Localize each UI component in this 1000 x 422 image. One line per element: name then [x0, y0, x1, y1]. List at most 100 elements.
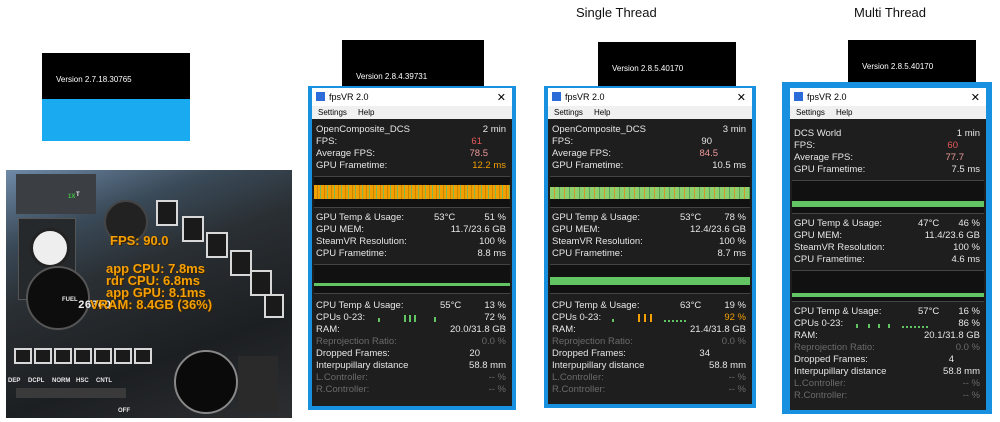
stat-row-dropped: Dropped Frames: 20: [316, 348, 480, 359]
cockpit-screenshot: T 1X FUEL 26800 FPS: 90.0 app CPU: 7.8ms…: [6, 170, 292, 418]
menu-settings[interactable]: Settings: [318, 108, 347, 117]
stat-row-r-controller: R.Controller: -- %: [794, 390, 980, 401]
stat-row-cpus: CPUs 0-23: 86 %: [794, 318, 980, 329]
window-title: fpsVR 2.0: [565, 92, 605, 102]
menubar: Settings Help: [548, 106, 752, 119]
stat-row-r-controller: R.Controller: -- %: [316, 384, 506, 395]
menu-settings[interactable]: Settings: [796, 108, 825, 117]
stat-row-reprojection: Reprojection Ratio: 0.0 %: [552, 336, 746, 347]
menubar: Settings Help: [790, 106, 986, 119]
menu-settings[interactable]: Settings: [554, 108, 583, 117]
stat-row-cpus: CPUs 0-23: 72 %: [316, 312, 506, 323]
titlebar[interactable]: fpsVR 2.0 ✕: [548, 88, 752, 106]
stat-row-l-controller: L.Controller: -- %: [794, 378, 980, 389]
app-icon: [316, 92, 325, 101]
stat-row-ram: RAM: 20.0/31.8 GB: [316, 324, 506, 335]
cpu-frametime-graph: [792, 270, 984, 302]
stat-row-cpus: CPUs 0-23: 92 %: [552, 312, 746, 323]
menu-help[interactable]: Help: [836, 108, 853, 117]
stat-row-gpu-mem: GPU MEM: 11.4/23.6 GB: [794, 230, 980, 241]
stat-row-dropped: Dropped Frames: 34: [552, 348, 710, 359]
app-icon: [794, 92, 803, 101]
close-icon[interactable]: ✕: [496, 92, 506, 104]
close-icon[interactable]: ✕: [736, 92, 746, 104]
menubar: Settings Help: [312, 106, 512, 119]
version-label: Version 2.7.18.30765: [42, 53, 190, 99]
stat-row-app: DCS World 1 min: [794, 128, 980, 139]
menu-help[interactable]: Help: [358, 108, 375, 117]
stat-row-gpu-mem: GPU MEM: 12.4/23.6 GB: [552, 224, 746, 235]
cockpit-label: 1X: [68, 194, 76, 200]
stat-row-l-controller: L.Controller: -- %: [316, 372, 506, 383]
stat-row-ipd: Interpupillary distance 58.8 mm: [794, 366, 980, 377]
stat-row-resolution: SteamVR Resolution: 100 %: [794, 242, 980, 253]
stat-row-resolution: SteamVR Resolution: 100 %: [316, 236, 506, 247]
stat-row-gpu-mem: GPU MEM: 11.7/23.6 GB: [316, 224, 506, 235]
cockpit-label: FUEL: [62, 297, 78, 303]
overlay-app-cpu: app CPU: 7.8ms: [106, 261, 205, 276]
stat-row-gpu-frametime: GPU Frametime: 7.5 ms: [794, 164, 980, 175]
single-thread-heading: Single Thread: [576, 5, 657, 20]
version-2-7-panel: Version 2.7.18.30765: [42, 53, 190, 141]
stat-row-gpu-temp: GPU Temp & Usage: 53°C 78 %: [552, 212, 746, 223]
stat-row-reprojection: Reprojection Ratio: 0.0 %: [316, 336, 506, 347]
cockpit-label: DCPL: [28, 378, 45, 384]
stat-row-dropped: Dropped Frames: 4: [794, 354, 954, 365]
window-title: fpsVR 2.0: [329, 92, 369, 102]
stat-row-gpu-frametime: GPU Frametime: 10.5 ms: [552, 160, 746, 171]
close-icon[interactable]: ✕: [970, 92, 980, 104]
cpu-frametime-graph: [550, 264, 750, 294]
app-icon: [552, 92, 561, 101]
stat-row-fps: FPS: 90: [552, 136, 712, 147]
stat-row-fps: FPS: 61: [316, 136, 482, 147]
stat-row-cpu-temp: CPU Temp & Usage: 57°C 16 %: [794, 306, 980, 317]
titlebar[interactable]: fpsVR 2.0 ✕: [790, 88, 986, 106]
stat-row-gpu-frametime: GPU Frametime: 12.2 ms: [316, 160, 506, 171]
dial-gauge: [174, 350, 238, 414]
cockpit-label: T: [76, 192, 80, 198]
stat-row-ipd: Interpupillary distance 58.8 mm: [316, 360, 506, 371]
stat-row-cpu-temp: CPU Temp & Usage: 63°C 19 %: [552, 300, 746, 311]
stat-row-gpu-temp: GPU Temp & Usage: 47°C 46 %: [794, 218, 980, 229]
cpu-frametime-graph: [314, 264, 510, 294]
fpsvr-window-1-body: fpsVR 2.0 ✕ Settings Help OpenComposite_…: [312, 88, 512, 406]
version-label: Version 2.8.4.39731: [342, 40, 484, 86]
overlay-app-gpu: app GPU: 8.1ms: [106, 285, 206, 300]
stat-row-app: OpenComposite_DCS 3 min: [552, 124, 746, 135]
multi-thread-heading: Multi Thread: [854, 5, 927, 20]
window-title: fpsVR 2.0: [807, 92, 847, 102]
stat-row-l-controller: L.Controller: -- %: [552, 372, 746, 383]
stat-row-avg-fps: Average FPS: 77.7: [794, 152, 964, 163]
stat-row-fps: FPS: 60: [794, 140, 958, 151]
overlay-vram: VRAM: 8.4GB (36%): [90, 297, 213, 312]
fpsvr-window-3-body: fpsVR 2.0 ✕ Settings Help DCS World 1 min…: [790, 88, 986, 410]
stat-row-avg-fps: Average FPS: 84.5: [552, 148, 718, 159]
cockpit-label: OFF: [118, 408, 130, 414]
stat-row-resolution: SteamVR Resolution: 100 %: [552, 236, 746, 247]
stat-row-reprojection: Reprojection Ratio: 0.0 %: [794, 342, 980, 353]
gpu-frametime-graph: [792, 180, 984, 214]
cockpit-label: CNTL: [96, 378, 112, 384]
stat-row-cpu-frametime: CPU Frametime: 8.8 ms: [316, 248, 506, 259]
stat-row-cpu-frametime: CPU Frametime: 4.6 ms: [794, 254, 980, 265]
cockpit-label: HSC: [76, 378, 89, 384]
stat-row-ipd: Interpupillary distance 58.8 mm: [552, 360, 746, 371]
overlay-fps: FPS: 90.0: [110, 233, 169, 248]
version-label: Version 2.8.5.40170: [848, 40, 976, 82]
fuel-readout: 26800: [78, 300, 112, 312]
version-label: Version 2.8.5.40170: [598, 42, 736, 86]
overlay-rdr-cpu: rdr CPU: 6.8ms: [106, 273, 200, 288]
stat-row-ram: RAM: 21.4/31.8 GB: [552, 324, 746, 335]
cockpit-label: NORM: [52, 378, 71, 384]
stat-row-app: OpenComposite_DCS 2 min: [316, 124, 506, 135]
menu-help[interactable]: Help: [594, 108, 611, 117]
gpu-frametime-graph: [314, 176, 510, 208]
stat-row-r-controller: R.Controller: -- %: [552, 384, 746, 395]
cockpit-label: DEP: [8, 378, 21, 384]
fpsvr-window-2-body: fpsVR 2.0 ✕ Settings Help OpenComposite_…: [548, 88, 752, 404]
stat-row-ram: RAM: 20.1/31.8 GB: [794, 330, 980, 341]
titlebar[interactable]: fpsVR 2.0 ✕: [312, 88, 512, 106]
gpu-frametime-graph: [550, 176, 750, 208]
stat-row-cpu-temp: CPU Temp & Usage: 55°C 13 %: [316, 300, 506, 311]
stat-row-avg-fps: Average FPS: 78.5: [316, 148, 488, 159]
